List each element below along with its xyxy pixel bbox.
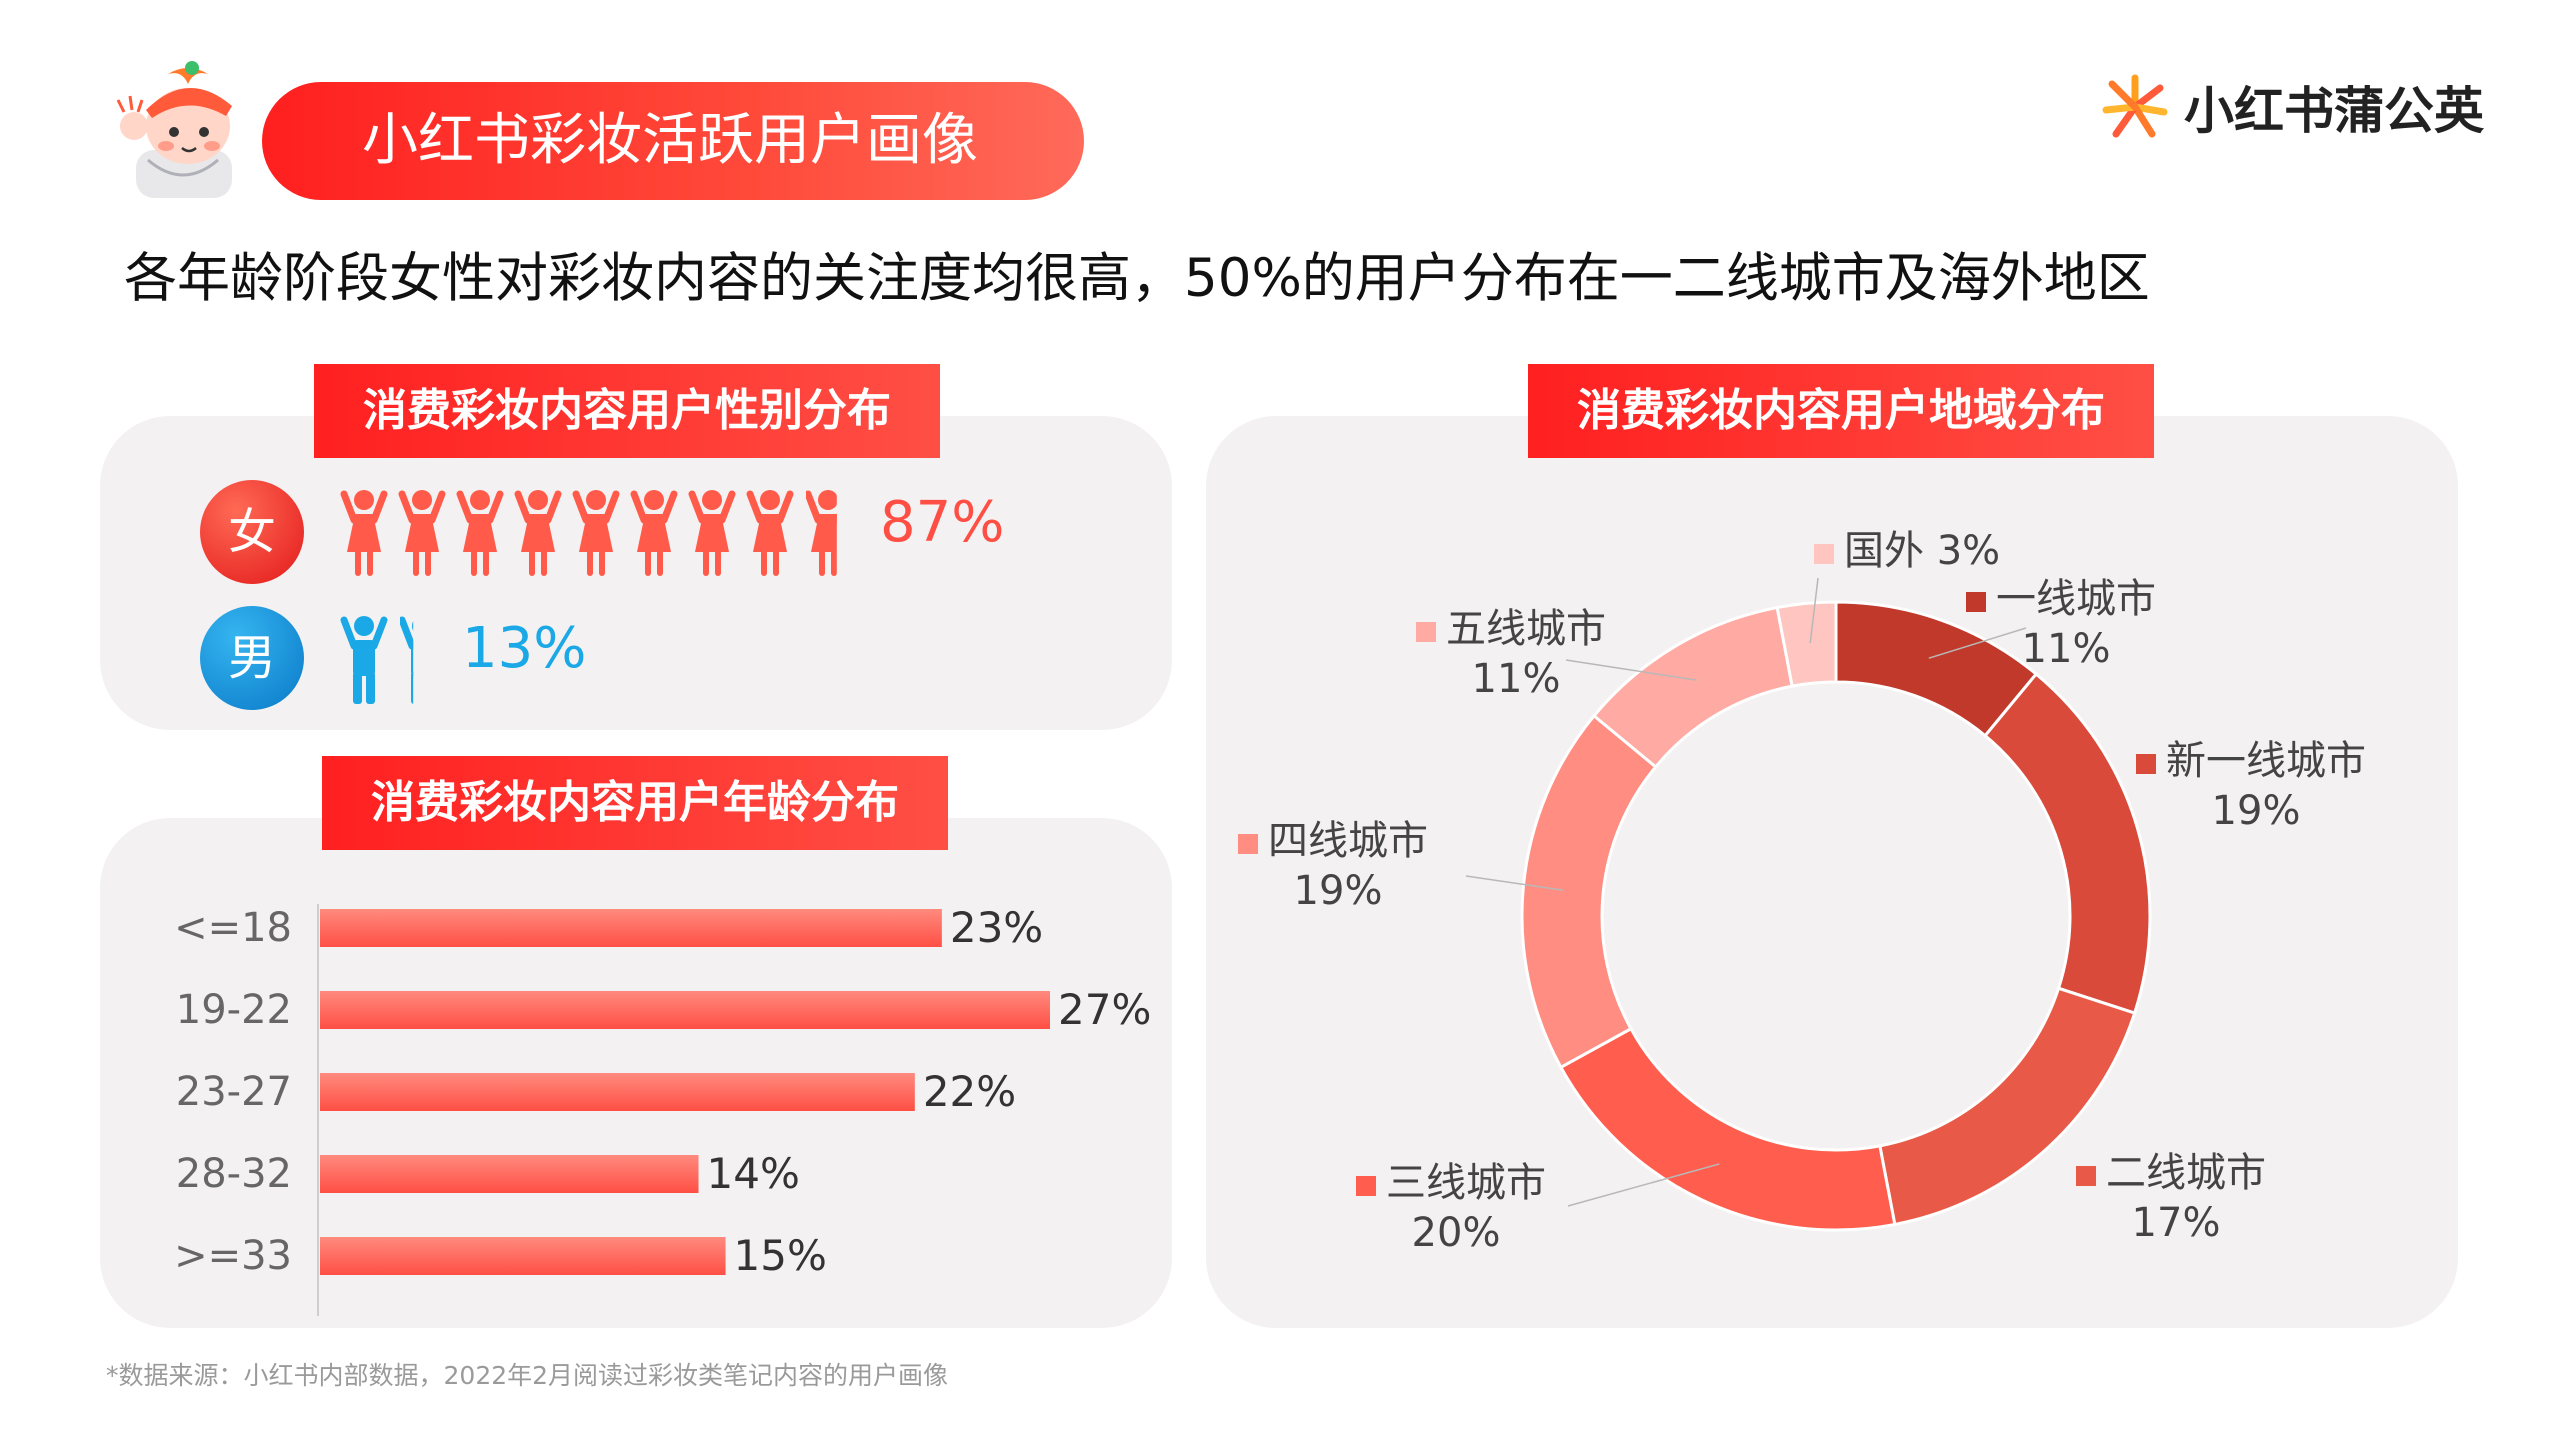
donut-slice: [1983, 671, 2152, 1015]
brand-logo: 小红书蒲公英: [2100, 62, 2484, 152]
person-figure-2: [398, 490, 446, 576]
female-figure-icons: [340, 490, 837, 576]
person-figure-5: [572, 490, 620, 576]
brand-name: 小红书蒲公英: [2184, 82, 2484, 140]
legend-swatch: [1238, 834, 1258, 854]
leader-line: [1465, 875, 1564, 891]
female-badge: 女: [200, 480, 304, 584]
donut-slice: [1558, 1026, 1897, 1232]
donut-slice: [1878, 986, 2137, 1227]
person-figure-9: [806, 490, 837, 576]
region-slice-label: 三线城市: [1386, 1160, 1546, 1206]
page-subtitle: 各年龄阶段女性对彩妆内容的关注度均很高，50%的用户分布在一二线城市及海外地区: [124, 248, 2150, 309]
person-figure-6: [630, 490, 678, 576]
donut-slice: [1775, 600, 1838, 688]
leader-line: [1809, 577, 1819, 644]
region-slice-value: 19%: [2212, 788, 2301, 834]
female-percentage: 87%: [880, 490, 1005, 555]
region-slice-value: 11%: [1472, 656, 1561, 702]
age-bar: [320, 1237, 726, 1275]
age-category-label: 23-27: [176, 1069, 292, 1115]
legend-swatch: [1416, 622, 1436, 642]
region-section-label: 消费彩妆内容用户地域分布: [1528, 364, 2154, 458]
leader-line: [1565, 659, 1697, 681]
gender-section-label: 消费彩妆内容用户性别分布: [314, 364, 940, 458]
legend-swatch: [1356, 1176, 1376, 1196]
age-value-label: 23%: [950, 903, 1043, 952]
age-bar: [320, 1073, 915, 1111]
age-bar-chart: <=18 23% 19-22 27% 23-27 22% 28-32 14% >=33 15%: [174, 903, 1151, 1316]
age-category-label: 28-32: [176, 1151, 292, 1197]
region-slice-label: 一线城市: [1996, 576, 2156, 622]
region-slice-label: 五线城市: [1446, 606, 1606, 652]
legend-swatch: [1814, 544, 1834, 564]
age-bar: [320, 1155, 699, 1193]
age-category-label: 19-22: [176, 987, 292, 1033]
person-figure-1: [340, 616, 388, 704]
age-value-label: 22%: [923, 1067, 1016, 1116]
region-slice-value: 19%: [1294, 868, 1383, 914]
data-source-footnote: *数据来源：小红书内部数据，2022年2月阅读过彩妆类笔记内容的用户画像: [106, 1361, 949, 1390]
legend-swatch: [2076, 1166, 2096, 1186]
age-value-label: 27%: [1058, 985, 1151, 1034]
person-figure-4: [514, 490, 562, 576]
region-slice-label: 四线城市: [1268, 818, 1428, 864]
legend-swatch: [2136, 754, 2156, 774]
age-value-label: 14%: [707, 1149, 800, 1198]
male-figure-icons: [340, 616, 414, 704]
region-slice-label: 二线城市: [2106, 1150, 2266, 1196]
dandelion-icon: [2102, 74, 2168, 138]
region-slice-value: 17%: [2132, 1200, 2221, 1246]
region-slice-value: 11%: [2022, 626, 2111, 672]
mascot-illustration: [116, 61, 232, 198]
leader-line: [1567, 1163, 1720, 1207]
male-badge: 男: [200, 606, 304, 710]
region-slice-value: 20%: [1412, 1210, 1501, 1256]
male-percentage: 13%: [462, 616, 587, 681]
person-figure-7: [688, 490, 736, 576]
region-slice-label: 新一线城市: [2166, 738, 2366, 784]
age-bar: [320, 991, 1050, 1029]
person-figure-1: [340, 490, 388, 576]
region-slice-label: 国外 3%: [1844, 528, 2000, 574]
person-figure-8: [746, 490, 794, 576]
age-section-label: 消费彩妆内容用户年龄分布: [322, 756, 948, 850]
person-figure-3: [456, 490, 504, 576]
region-donut-chart: 一线城市11%新一线城市19%二线城市17%三线城市20%四线城市19%五线城市…: [1238, 528, 2366, 1256]
person-figure-2: [400, 616, 414, 704]
donut-slice: [1520, 713, 1658, 1070]
page-title: 小红书彩妆活跃用户画像: [262, 82, 1084, 200]
age-value-label: 15%: [734, 1231, 827, 1280]
age-bar: [320, 909, 942, 947]
age-category-label: >=33: [174, 1233, 292, 1279]
age-category-label: <=18: [174, 905, 292, 951]
legend-swatch: [1966, 592, 1986, 612]
leader-line: [1928, 627, 2027, 659]
